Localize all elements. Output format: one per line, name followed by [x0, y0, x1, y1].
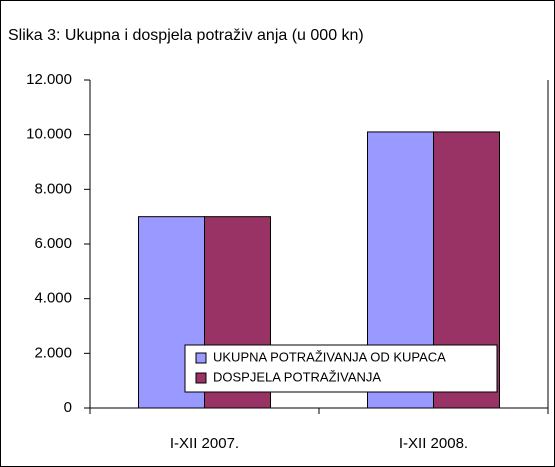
legend-label: DOSPJELA POTRAŽIVANJA	[213, 369, 381, 384]
legend-box	[184, 344, 498, 393]
chart-title: Slika 3: Ukupna i dospjela potraživ anja…	[8, 27, 364, 44]
legend-label: UKUPNA POTRAŽIVANJA OD KUPACA	[213, 349, 446, 364]
y-tick-label: 10.000	[26, 126, 72, 143]
x-tick-label: I-XII 2008.	[399, 435, 468, 452]
legend-swatch	[195, 352, 207, 364]
legend-swatch	[195, 372, 207, 384]
y-tick-label: 6.000	[34, 235, 72, 252]
y-tick-label: 0	[64, 399, 72, 416]
x-tick-label: I-XII 2007.	[170, 435, 239, 452]
y-tick-label: 4.000	[34, 290, 72, 307]
y-tick-label: 2.000	[34, 344, 72, 361]
y-tick-label: 12.000	[26, 71, 72, 88]
y-tick-label: 8.000	[34, 180, 72, 197]
